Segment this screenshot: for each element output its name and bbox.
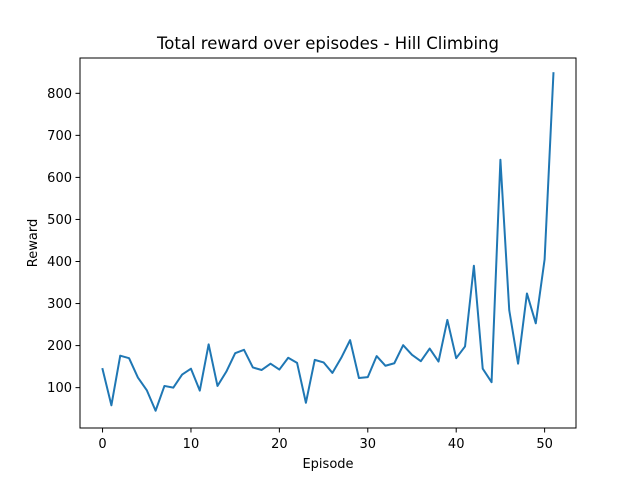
- x-axis-label: Episode: [302, 457, 353, 472]
- data-point: [384, 365, 387, 367]
- y-tick-label: 200: [47, 339, 72, 354]
- data-point: [322, 361, 325, 364]
- data-point: [190, 368, 192, 370]
- x-tick-label: 10: [183, 437, 200, 452]
- data-point: [535, 322, 537, 324]
- data-point: [110, 404, 112, 406]
- y-tick-label: 800: [47, 87, 72, 102]
- y-axis-label: Reward: [26, 219, 41, 267]
- data-point: [208, 343, 210, 345]
- data-point: [490, 381, 493, 383]
- series-line-0: [101, 72, 555, 412]
- plot-frame: [79, 57, 577, 429]
- data-point: [411, 354, 413, 356]
- data-point: [234, 352, 236, 354]
- data-point: [473, 265, 475, 267]
- y-tick-label: 300: [47, 297, 72, 312]
- data-point: [455, 357, 457, 359]
- data-point: [499, 159, 502, 161]
- data-point: [544, 258, 546, 260]
- data-point: [376, 355, 378, 357]
- x-tick-label: 30: [360, 437, 377, 452]
- data-point: [101, 368, 104, 370]
- data-point: [216, 385, 219, 387]
- data-point: [402, 344, 404, 346]
- data-point: [526, 292, 528, 295]
- data-point: [508, 309, 510, 311]
- y-tick-label: 500: [47, 213, 72, 228]
- data-point: [446, 319, 448, 321]
- y-tick-label: 700: [47, 129, 72, 144]
- x-axis: 0 10 20 30 40 50: [98, 428, 553, 452]
- data-point: [243, 349, 245, 351]
- data-point: [269, 363, 272, 365]
- x-tick-label: 40: [448, 437, 465, 452]
- data-point: [199, 389, 201, 392]
- data-point: [437, 360, 440, 363]
- plot-area: [101, 72, 555, 412]
- data-point: [225, 371, 227, 373]
- data-point: [482, 368, 484, 370]
- data-point: [552, 72, 555, 74]
- data-point: [429, 347, 431, 350]
- data-point: [420, 360, 422, 362]
- data-point: [393, 362, 395, 364]
- data-point: [181, 374, 183, 376]
- x-tick-label: 50: [536, 437, 553, 452]
- data-point: [261, 369, 263, 371]
- data-point: [278, 368, 280, 371]
- y-tick-label: 100: [47, 381, 72, 396]
- data-point: [287, 357, 289, 359]
- chart-title: Total reward over episodes - Hill Climbi…: [156, 34, 499, 53]
- y-axis: 100 200 300 400 500 600 700 800: [47, 87, 80, 396]
- data-point: [464, 345, 466, 348]
- x-tick-label: 0: [98, 437, 106, 452]
- data-point: [331, 372, 334, 374]
- data-point: [349, 339, 351, 341]
- y-tick-label: 600: [47, 171, 72, 186]
- data-point: [340, 357, 342, 359]
- data-point: [517, 363, 519, 365]
- data-point: [137, 376, 139, 379]
- data-point: [252, 366, 254, 369]
- data-point: [367, 376, 369, 378]
- data-point: [305, 402, 307, 404]
- data-point: [128, 357, 130, 359]
- data-point: [172, 387, 174, 389]
- data-point: [296, 362, 298, 364]
- y-tick-label: 400: [47, 255, 72, 270]
- data-point: [154, 410, 157, 412]
- data-point: [314, 359, 316, 361]
- x-tick-label: 20: [271, 437, 288, 452]
- data-point: [163, 385, 166, 387]
- data-point: [119, 355, 121, 357]
- data-point: [358, 377, 360, 379]
- data-point: [146, 389, 148, 391]
